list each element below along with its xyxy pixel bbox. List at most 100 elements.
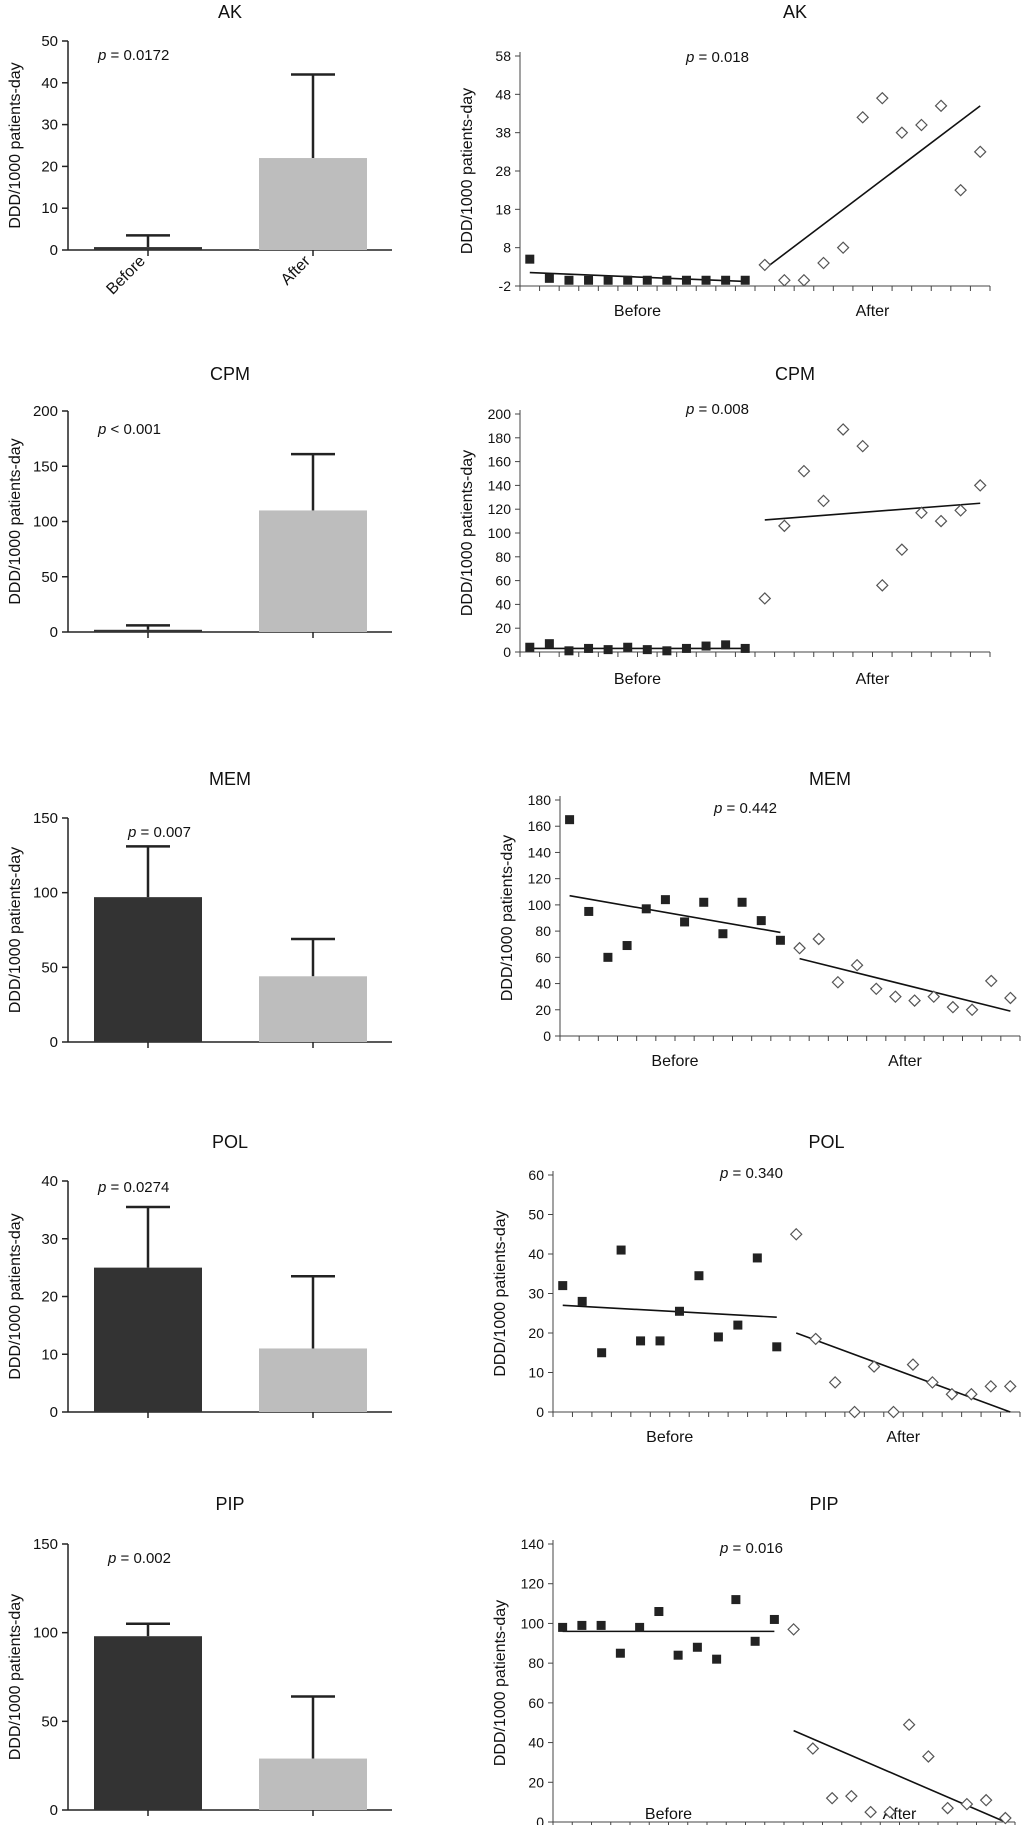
chart-title: POL: [212, 1132, 248, 1152]
point-after: [758, 258, 772, 272]
y-tick-label: 0: [50, 1404, 58, 1421]
y-tick-label: 100: [528, 897, 552, 913]
y-tick-label: 0: [50, 624, 58, 641]
point-after: [856, 439, 870, 453]
point-after: [941, 1801, 954, 1815]
p-value: p = 0.002: [107, 1550, 171, 1567]
bar-chart-mem: MEM 0 50 100 150 DDD/1000 patients-day p = 0.0…: [7, 769, 392, 1051]
point-before: [654, 1607, 664, 1617]
point-after: [915, 506, 928, 520]
y-axis-label: DDD/1000 patients-day: [7, 847, 24, 1013]
y-tick-label: 48: [495, 86, 511, 102]
point-before: [584, 906, 594, 916]
trend-line-after: [764, 105, 981, 270]
y-tick-label: 100: [521, 1615, 545, 1631]
point-before: [584, 643, 594, 653]
point-after: [973, 479, 987, 492]
point-before: [655, 1336, 665, 1346]
point-after: [817, 256, 830, 270]
p-value: p = 0.442: [713, 800, 777, 817]
point-after: [817, 494, 830, 508]
x-tick-label: Before: [103, 253, 148, 298]
point-before: [565, 815, 575, 825]
scatter-chart-pip: PIP 0 20 40 60 80 100 120 140 DDD/1000 patients-d…: [492, 1494, 1016, 1825]
point-before: [597, 1348, 607, 1358]
chart-title: PIP: [809, 1494, 838, 1514]
point-before: [740, 643, 750, 653]
chart-title: MEM: [809, 769, 851, 789]
point-before: [769, 1614, 779, 1624]
y-tick-label: 40: [528, 1735, 544, 1751]
group-label-before: Before: [614, 303, 661, 320]
y-axis-label: DDD/1000 patients-day: [492, 1600, 509, 1766]
p-value: p = 0.008: [685, 401, 749, 418]
point-after: [836, 423, 850, 436]
y-tick-label: 120: [488, 501, 512, 517]
point-before: [577, 1296, 587, 1306]
point-before: [577, 1620, 587, 1630]
y-axis-label: DDD/1000 patients-day: [7, 62, 24, 228]
group-label-before: Before: [651, 1053, 698, 1070]
point-after: [934, 99, 948, 113]
point-before: [775, 935, 785, 945]
point-before: [772, 1342, 782, 1352]
y-tick-label: 100: [488, 525, 512, 541]
y-tick-label: 60: [528, 1695, 544, 1711]
point-before: [615, 1648, 625, 1658]
y-tick-label: 30: [41, 1231, 58, 1248]
point-after: [895, 126, 909, 140]
point-after: [869, 982, 883, 996]
point-before: [701, 275, 711, 285]
y-tick-label: 100: [33, 514, 58, 531]
point-before: [635, 1622, 645, 1632]
trend-line-after: [764, 502, 981, 521]
point-before: [721, 275, 731, 285]
y-tick-label: 20: [41, 1289, 58, 1306]
point-before: [603, 952, 613, 962]
bar-before: [94, 247, 202, 250]
y-tick-label: 0: [50, 1034, 58, 1051]
chart-title: POL: [808, 1132, 844, 1152]
y-axis-label: DDD/1000 patients-day: [459, 450, 476, 616]
point-after: [875, 579, 889, 592]
point-before: [699, 897, 709, 907]
y-tick-label: 40: [41, 1173, 58, 1190]
chart-title: AK: [783, 2, 807, 22]
y-tick-label: 40: [528, 1246, 544, 1262]
point-before: [616, 1245, 626, 1255]
y-tick-label: 20: [41, 158, 58, 175]
point-before: [694, 1271, 704, 1281]
chart-title: CPM: [775, 364, 815, 384]
y-axis-label: DDD/1000 patients-day: [7, 1213, 24, 1379]
point-after: [778, 273, 791, 287]
point-after: [908, 994, 921, 1007]
point-before: [740, 275, 750, 285]
y-tick-label: 0: [536, 1404, 544, 1420]
trend-line-before: [529, 271, 746, 283]
y-tick-label: 60: [535, 949, 551, 965]
group-label-before: Before: [614, 671, 661, 688]
point-after: [825, 1791, 839, 1805]
group-label-before: Before: [646, 1429, 693, 1446]
point-after: [887, 1405, 900, 1419]
point-before: [662, 275, 672, 285]
y-tick-label: 150: [33, 458, 58, 475]
y-tick-label: 0: [536, 1814, 544, 1825]
p-value: p = 0.340: [719, 1165, 783, 1182]
y-axis-label: DDD/1000 patients-day: [499, 835, 516, 1001]
point-after: [758, 592, 772, 605]
point-before: [681, 275, 691, 285]
y-tick-label: 200: [33, 403, 58, 420]
y-tick-label: 10: [41, 200, 58, 217]
bar-chart-cpm: CPM 0 50 100 150 200 DDD/1000 patients-day p < …: [7, 364, 392, 641]
point-before: [544, 639, 554, 649]
y-tick-label: 50: [41, 959, 58, 976]
p-value: p = 0.018: [685, 49, 749, 66]
y-tick-label: 140: [528, 844, 552, 860]
point-after: [984, 1379, 998, 1393]
y-tick-label: 150: [33, 1536, 58, 1553]
y-tick-label: 100: [33, 1625, 58, 1642]
y-tick-label: 20: [528, 1325, 544, 1341]
y-tick-label: 80: [528, 1655, 544, 1671]
